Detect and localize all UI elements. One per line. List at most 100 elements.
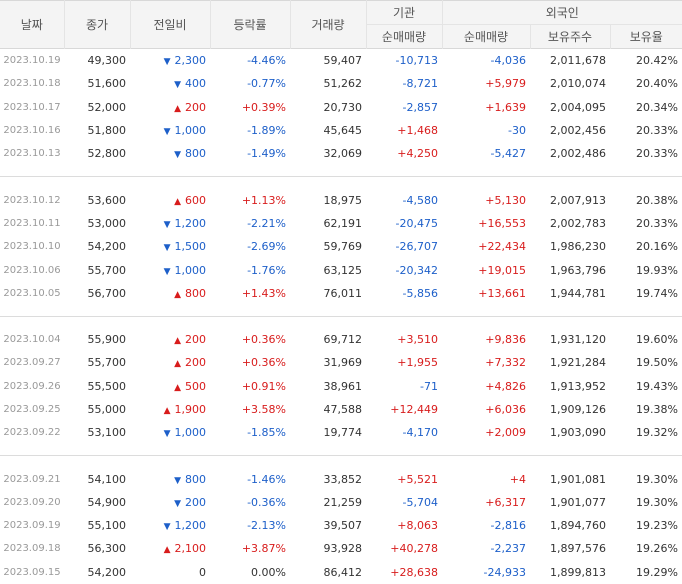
volume-cell: 20,730 [323,100,363,114]
change-cell: ▼ 2,300 [130,49,210,73]
change-cell: ▲ 1,900 [130,398,210,421]
close-cell: 53,100 [87,426,127,440]
date-cell: 2023.09.21 [3,473,61,485]
holdings-cell: 1,897,576 [550,542,606,556]
close-cell: 56,700 [87,286,127,300]
institution-net-cell: +1,955 [397,356,438,370]
triangle-down-icon: ▼ [163,243,171,254]
close-cell: 54,200 [87,565,127,579]
change-cell: ▼ 1,000 [130,421,210,444]
change-value: 1,500 [174,240,207,254]
ratio-cell: 20.34% [636,100,678,114]
holdings-cell: 1,944,781 [550,286,606,300]
rate-cell: -1.85% [247,426,286,440]
ratio-cell: 19.60% [636,333,678,347]
institution-net-cell: +3,510 [397,333,438,347]
volume-cell: 32,069 [323,147,363,161]
change-value: 200 [185,495,206,509]
rate-cell: -4.46% [247,54,286,68]
triangle-down-icon: ▼ [163,127,171,138]
header-ratio: 보유율 [610,24,682,49]
ratio-cell: 19.74% [636,286,678,300]
change-value: 500 [185,379,206,393]
holdings-cell: 1,899,813 [550,565,606,579]
triangle-up-icon: ▲ [174,289,181,300]
triangle-down-icon: ▼ [174,475,181,486]
holdings-cell: 2,011,678 [550,54,606,68]
ratio-cell: 19.50% [636,356,678,370]
holdings-cell: 1,909,126 [550,403,606,416]
volume-cell: 63,125 [323,263,363,277]
close-cell: 55,700 [87,263,127,277]
table-row: 2023.09.15 54,200 0 0.00% 86,412 +28,638 -24,9… [0,561,682,584]
rate-cell: -2.69% [247,240,286,254]
triangle-down-icon: ▼ [174,80,181,91]
volume-cell: 86,412 [323,565,363,579]
table-row: 2023.09.25 55,000 ▲ 1,900 +3.58% 47,588 +12,44… [0,398,682,421]
date-cell: 2023.09.15 [3,566,61,578]
table-row: 2023.10.18 51,600 ▼ 400 -0.77% 51,262 -8,721 +5… [0,72,682,95]
date-cell: 2023.10.11 [3,217,61,229]
rate-cell: +3.58% [241,403,286,416]
change-value: 200 [185,100,206,114]
foreign-net-cell: +5,979 [485,77,526,91]
institution-net-cell: +4,250 [397,147,438,161]
ratio-cell: 19.32% [636,426,678,440]
close-cell: 53,000 [87,216,127,230]
change-cell: ▼ 1,500 [130,235,210,258]
header-change: 전일비 [130,0,211,49]
change-cell: ▲ 500 [130,375,210,398]
table-row: 2023.10.16 51,800 ▼ 1,000 -1.89% 45,645 +1,468… [0,119,682,142]
institution-net-cell: +8,063 [397,519,438,533]
rate-cell: -0.77% [247,77,286,91]
volume-cell: 51,262 [323,77,363,91]
triangle-down-icon: ▼ [174,150,181,161]
table-row: 2023.09.27 55,700 ▲ 200 +0.36% 31,969 +1,955 +7… [0,351,682,374]
change-value: 1,000 [174,426,207,440]
ratio-cell: 20.33% [636,216,678,230]
change-cell: ▼ 1,200 [130,514,210,537]
triangle-down-icon: ▼ [163,429,171,440]
change-value: 800 [185,147,206,161]
foreign-net-cell: +7,332 [485,356,526,370]
institution-net-cell: +5,521 [397,472,438,486]
volume-cell: 21,259 [323,495,363,509]
holdings-cell: 2,002,486 [550,147,606,161]
date-cell: 2023.09.20 [3,496,61,508]
date-cell: 2023.10.10 [3,241,61,253]
institution-net-cell: +12,449 [390,403,438,416]
group-divider [0,176,682,178]
date-cell: 2023.10.19 [3,55,61,67]
ratio-cell: 19.23% [636,519,678,533]
holdings-cell: 1,901,081 [550,472,606,486]
ratio-cell: 19.29% [636,565,678,579]
triangle-up-icon: ▲ [174,382,181,393]
rate-cell: -1.76% [247,263,286,277]
table-body: 2023.10.19 49,300 ▼ 2,300 -4.46% 59,407 -10,71… [0,49,682,584]
volume-cell: 19,774 [323,426,363,440]
institution-net-cell: -5,704 [402,495,438,509]
change-cell: ▼ 200 [130,491,210,514]
rate-cell: +3.87% [241,542,286,556]
institution-net-cell: -71 [420,379,438,393]
volume-cell: 47,588 [323,403,363,416]
change-value: 200 [185,356,206,370]
header-inst-net: 순매매량 [366,24,443,49]
foreign-net-cell: -5,427 [490,147,526,161]
institution-net-cell: +1,468 [397,124,438,138]
close-cell: 52,800 [87,147,127,161]
foreign-net-cell: +4,826 [485,379,526,393]
table-row: 2023.09.26 55,500 ▲ 500 +0.91% 38,961 -71 +4,82… [0,375,682,398]
foreign-net-cell: +22,434 [478,240,526,254]
rate-cell: +1.43% [241,286,286,300]
ratio-cell: 19.30% [636,472,678,486]
holdings-cell: 2,002,456 [550,124,606,138]
holdings-cell: 1,894,760 [550,519,606,533]
rate-cell: +0.91% [241,379,286,393]
triangle-up-icon: ▲ [174,196,181,207]
table-row: 2023.10.04 55,900 ▲ 200 +0.36% 69,712 +3,510 +9… [0,328,682,351]
close-cell: 51,800 [87,124,127,138]
foreign-net-cell: +9,836 [485,333,526,347]
header-date: 날짜 [0,0,65,49]
institution-net-cell: +40,278 [390,542,438,556]
